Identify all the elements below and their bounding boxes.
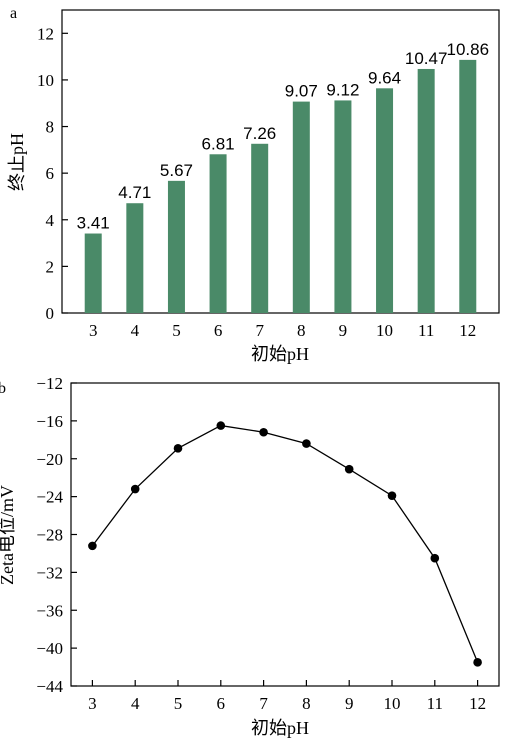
panel-b-x-ticks: 3 4 5 6 7 8 9 10 11 12 xyxy=(88,680,486,713)
panel-b-y-tick-label: −28 xyxy=(36,526,63,545)
panel-b-point xyxy=(387,491,397,500)
panel-a-bar xyxy=(167,180,185,313)
panel-a-bar xyxy=(334,100,352,314)
panel-b-x-tick-label: 6 xyxy=(217,694,226,713)
panel-b-x-tick-label: 8 xyxy=(302,694,311,713)
panel-a-y-tick-label: 6 xyxy=(46,164,55,183)
panel-a-data-label: 9.12 xyxy=(326,80,359,99)
panel-b-point xyxy=(216,421,226,430)
panel-b-point xyxy=(430,553,440,563)
panel-b-y-tick-label: −24 xyxy=(36,488,63,507)
panel-b-y-tick-label: −20 xyxy=(36,450,63,469)
panel-b-x-tick-label: 5 xyxy=(174,694,183,713)
panel-a-x-tick-label: 8 xyxy=(297,321,306,340)
panel-a-y-tick-label: 8 xyxy=(46,118,55,137)
panel-a-data-label: 10.86 xyxy=(447,40,490,59)
panel-a-data-label: 9.64 xyxy=(368,68,401,87)
panel-a-bar xyxy=(376,88,394,313)
panel-b-point xyxy=(173,444,183,453)
panel-a-x-tick-label: 4 xyxy=(131,321,140,340)
panel-b-point xyxy=(473,658,482,667)
panel-b-y-tick-label: −32 xyxy=(36,563,63,582)
panel-b-point xyxy=(344,464,354,474)
panel-b-series-line xyxy=(91,424,479,663)
panel-b-x-tick-label: 11 xyxy=(427,694,443,713)
panel-b-y-tick-label: −44 xyxy=(36,677,63,696)
panel-a-y-tick-label: 10 xyxy=(37,71,54,90)
panel-a-y-tick-label: 12 xyxy=(37,24,54,43)
panel-a-x-tick-label: 12 xyxy=(459,321,476,340)
panel-a-data-label: 3.41 xyxy=(77,214,110,233)
panel-a-x-tick-label: 9 xyxy=(339,321,348,340)
panel-b-y-axis-title: Zeta电位/mV xyxy=(0,485,17,585)
panel-b-x-tick-label: 12 xyxy=(469,694,486,713)
panel-a: a 0 2 4 6 8 10 12 3 4 5 6 7 8 9 10 11 12 3.41 4.71 5.67 6.… xyxy=(7,5,500,364)
panel-a-y-tick-label: 4 xyxy=(46,211,55,230)
panel-a-x-tick-label: 6 xyxy=(214,321,223,340)
panel-a-data-label: 9.07 xyxy=(285,82,318,101)
panel-a-frame xyxy=(61,9,500,314)
panel-b-point xyxy=(130,484,140,494)
panel-a-x-tick-label: 3 xyxy=(89,321,98,340)
panel-b-y-tick-label: −12 xyxy=(36,374,63,393)
panel-b-point xyxy=(259,427,268,437)
panel-a-data-label: 6.81 xyxy=(202,134,235,153)
panel-b-x-tick-label: 9 xyxy=(345,694,354,713)
panel-b-point xyxy=(88,541,97,551)
panel-a-y-axis-title: 终止pH xyxy=(7,133,27,191)
panel-a-data-label: 7.26 xyxy=(243,124,276,143)
panel-b-x-tick-label: 3 xyxy=(88,694,97,713)
panel-a-bar xyxy=(292,101,310,313)
panel-a-bar xyxy=(84,233,102,313)
panel-a-y-tick-label: 2 xyxy=(46,257,55,276)
panel-b-letter: b xyxy=(0,380,6,397)
panel-a-bar xyxy=(126,203,144,313)
panel-b-x-tick-label: 10 xyxy=(384,694,401,713)
panel-b-y-tick-label: −36 xyxy=(36,601,63,620)
panel-b-frame xyxy=(70,382,500,687)
panel-a-y-ticks: 0 2 4 6 8 10 12 xyxy=(37,24,68,323)
panel-a-x-tick-label: 11 xyxy=(418,321,434,340)
panel-a-bar xyxy=(251,143,269,313)
panel-a-letter: a xyxy=(10,5,17,22)
panel-a-y-tick-label: 0 xyxy=(46,304,55,323)
panel-a-bar xyxy=(459,59,477,313)
panel-a-bars xyxy=(84,59,477,314)
panel-a-x-axis-title: 初始pH xyxy=(251,344,309,364)
panel-a-x-tick-label: 5 xyxy=(172,321,181,340)
panel-b: b −12 −16 −20 −24 −28 −32 −36 −40 −44 3 4 5 6 7 8 9 10 1… xyxy=(0,374,500,738)
panel-a-bar xyxy=(417,68,435,313)
panel-b-x-tick-label: 7 xyxy=(259,694,268,713)
panel-b-point xyxy=(302,439,311,448)
panel-a-data-label: 10.47 xyxy=(405,49,448,68)
panel-a-bar xyxy=(209,154,227,313)
panel-a-x-tick-label: 10 xyxy=(376,321,393,340)
panel-b-points xyxy=(88,421,482,667)
panel-b-x-tick-label: 4 xyxy=(131,694,140,713)
panel-a-data-label: 5.67 xyxy=(160,161,193,180)
panel-a-data-label: 4.71 xyxy=(118,183,151,202)
panel-b-x-axis-title: 初始pH xyxy=(251,718,309,738)
panel-b-y-tick-label: −16 xyxy=(36,412,63,431)
panel-a-x-tick-label: 7 xyxy=(255,321,264,340)
panel-b-y-ticks: −12 −16 −20 −24 −28 −32 −36 −40 −44 xyxy=(36,374,77,696)
panel-b-y-tick-label: −40 xyxy=(36,639,63,658)
